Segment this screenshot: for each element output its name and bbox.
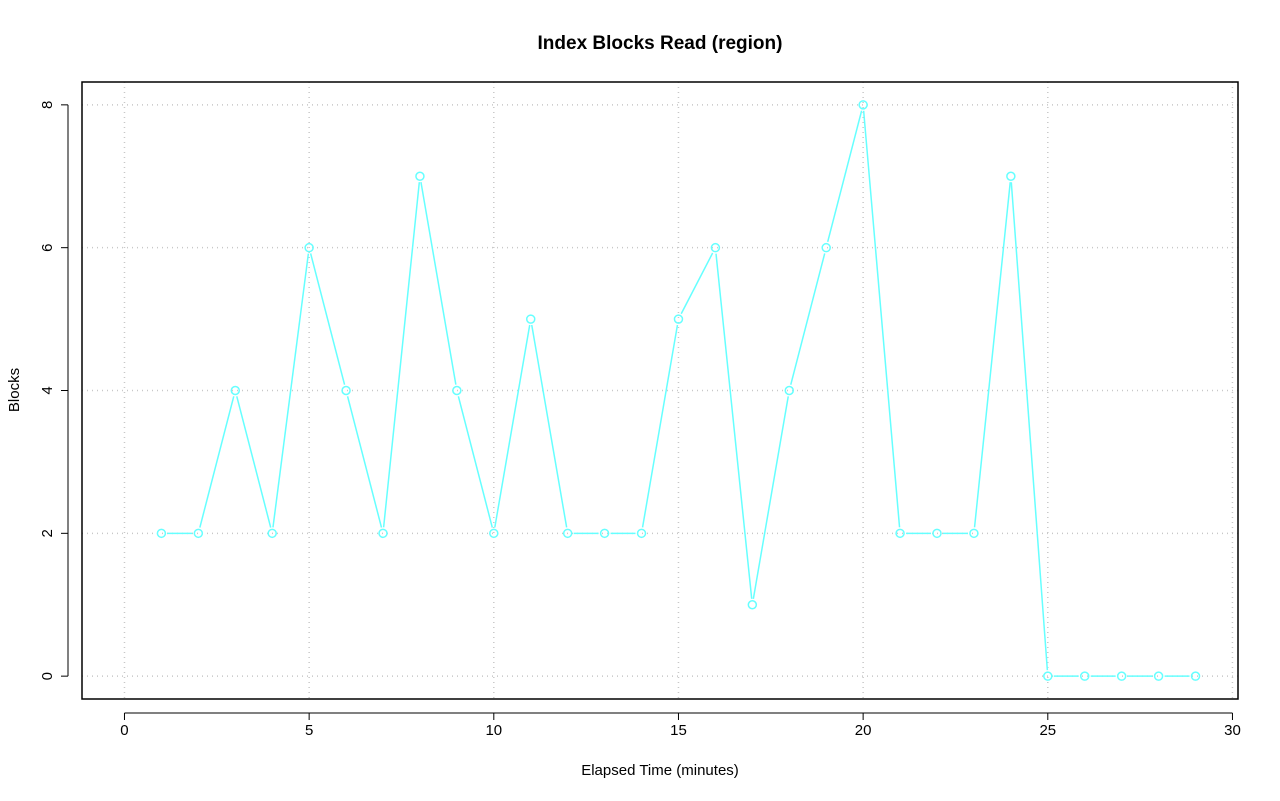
chart-title: Index Blocks Read (region) <box>538 33 783 54</box>
plot-frame <box>81 81 1239 700</box>
data-point <box>304 242 314 253</box>
series-segment <box>457 396 494 528</box>
data-point <box>230 385 241 396</box>
y-tick-label: 0 <box>39 672 56 680</box>
x-tick-label: 5 <box>305 722 313 739</box>
y-axis: 0 2 4 6 8 <box>39 101 69 680</box>
data-point <box>599 528 610 539</box>
data-point <box>1190 671 1201 681</box>
y-axis-label: Blocks <box>6 368 23 412</box>
data-point <box>378 528 388 539</box>
data-point <box>452 385 462 396</box>
series <box>156 100 1201 681</box>
data-point <box>341 385 351 396</box>
series-segment <box>382 182 421 528</box>
y-tick-label: 6 <box>39 244 56 252</box>
data-point <box>1006 171 1016 182</box>
x-tick-label: 30 <box>1224 722 1241 739</box>
data-point <box>415 171 425 182</box>
data-point <box>562 528 573 539</box>
series-segment <box>199 396 235 528</box>
series-segment <box>346 396 383 528</box>
data-point <box>1116 671 1127 681</box>
data-point <box>821 242 831 253</box>
x-axis-label: Elapsed Time (minutes) <box>581 762 739 779</box>
series-segment <box>826 110 863 243</box>
data-point <box>156 528 167 539</box>
data-point <box>489 528 499 539</box>
x-tick-label: 15 <box>670 722 687 739</box>
data-point <box>747 599 758 610</box>
data-point <box>895 528 905 539</box>
x-tick-label: 25 <box>1039 722 1056 739</box>
x-tick-label: 10 <box>485 722 502 739</box>
series-segment <box>641 324 679 528</box>
data-point <box>932 528 942 539</box>
data-point <box>710 242 721 253</box>
series-segment <box>494 324 531 528</box>
y-tick-label: 4 <box>39 386 56 394</box>
series-segment <box>973 182 1011 528</box>
data-point <box>858 100 868 110</box>
series-segment <box>531 324 568 528</box>
series-segment <box>236 396 272 528</box>
data-point <box>525 314 536 324</box>
data-point <box>636 528 647 539</box>
y-tick-label: 8 <box>39 101 56 109</box>
series-segment <box>715 253 753 599</box>
data-point <box>1043 671 1053 681</box>
data-point <box>784 385 795 396</box>
data-point <box>673 314 684 324</box>
data-point <box>267 528 277 539</box>
series-segment <box>862 110 901 528</box>
x-tick-label: 0 <box>120 722 128 739</box>
series-segment <box>680 252 714 315</box>
x-axis: 0 5 10 15 20 25 30 <box>120 712 1241 739</box>
data-point <box>1153 671 1164 681</box>
y-tick-label: 2 <box>39 529 56 537</box>
series-segment <box>420 182 457 385</box>
data-point <box>969 528 979 539</box>
series-segment <box>790 253 826 385</box>
data-point <box>1079 671 1090 681</box>
series-segment <box>272 253 310 528</box>
grid <box>82 82 1238 699</box>
x-tick-label: 20 <box>855 722 872 739</box>
data-point <box>193 528 204 539</box>
series-segment <box>752 396 789 599</box>
series-segment <box>309 253 346 385</box>
series-segment <box>1010 182 1049 671</box>
